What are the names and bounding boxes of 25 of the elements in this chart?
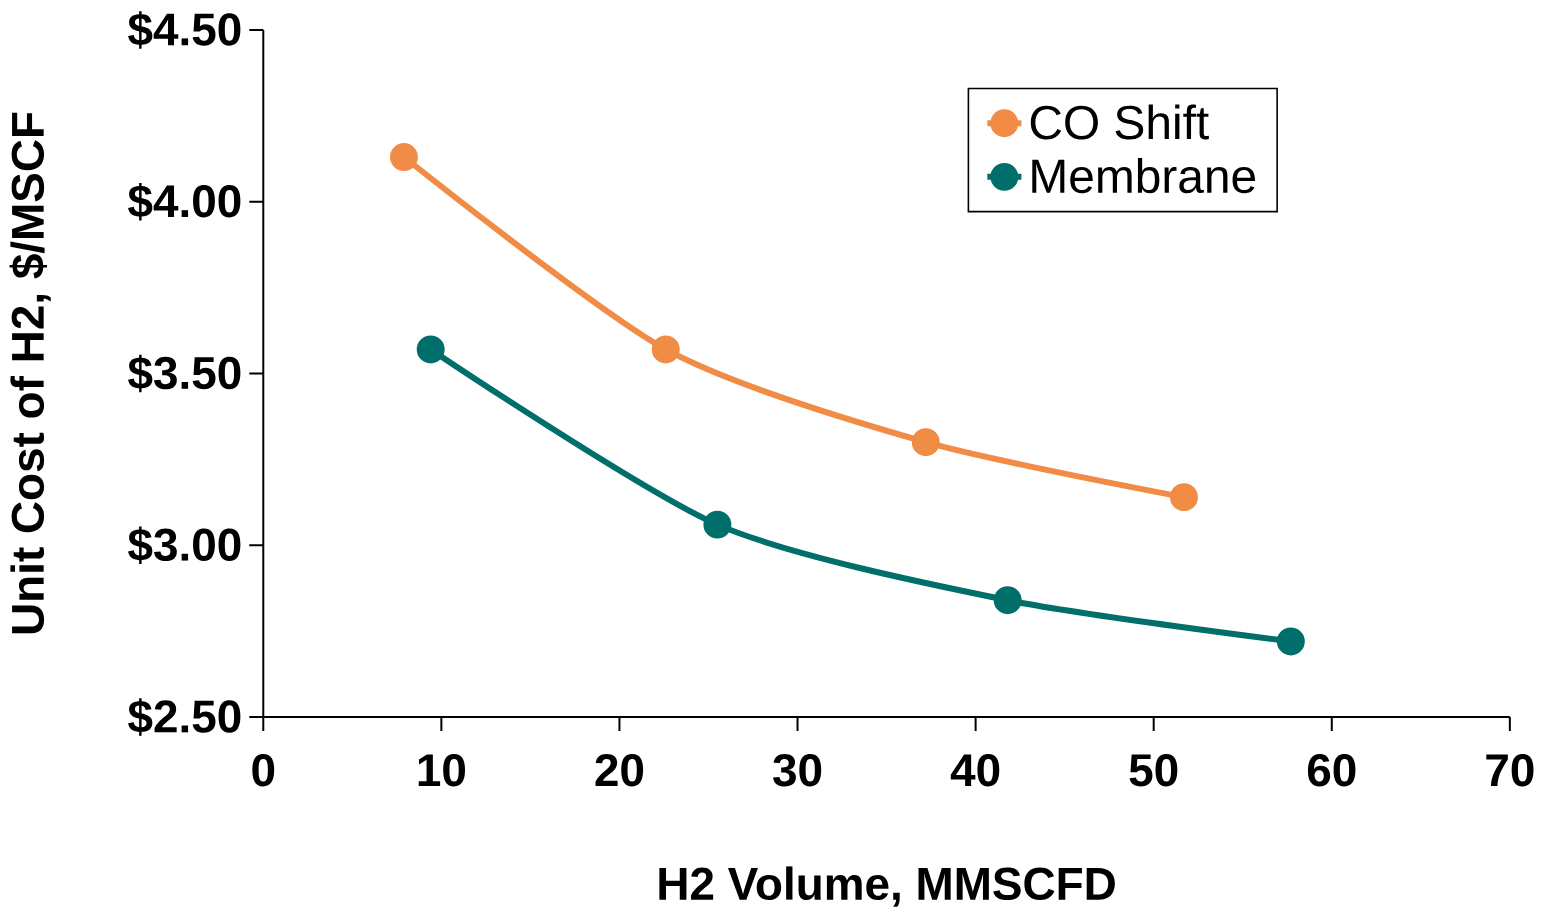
point: [1170, 482, 1198, 511]
x-tick-label: 40: [950, 753, 1000, 787]
y-tick-label: $4.50: [128, 10, 241, 49]
point: [703, 510, 732, 539]
point: [1276, 627, 1305, 656]
x-tick-label: 30: [773, 753, 822, 787]
x-axis-title: H2 Volume, MMSCFD: [659, 866, 1115, 907]
y-tick-label: $4.00: [128, 182, 241, 221]
y-tick-label: $2.50: [128, 698, 241, 736]
point: [911, 427, 940, 456]
x-tick-label: 60: [1307, 753, 1356, 787]
point: [390, 142, 418, 171]
y-axis-title: Unit Cost of H2, $/MSCF: [9, 112, 51, 633]
y-tick-label: $3.00: [128, 526, 241, 564]
point: [993, 586, 1022, 614]
x-tick-label: 50: [1129, 753, 1178, 787]
y-tick-label: $3.50: [128, 354, 241, 392]
point: [416, 335, 445, 364]
point: [651, 335, 680, 364]
x-tick-label: 20: [595, 753, 644, 787]
legend-label: Membrane: [1032, 157, 1256, 193]
x-tick-label: 10: [418, 753, 465, 787]
legend-label: CO Shift: [1030, 104, 1209, 140]
x-tick-label: 70: [1486, 753, 1534, 787]
x-tick-label: 0: [252, 753, 275, 787]
